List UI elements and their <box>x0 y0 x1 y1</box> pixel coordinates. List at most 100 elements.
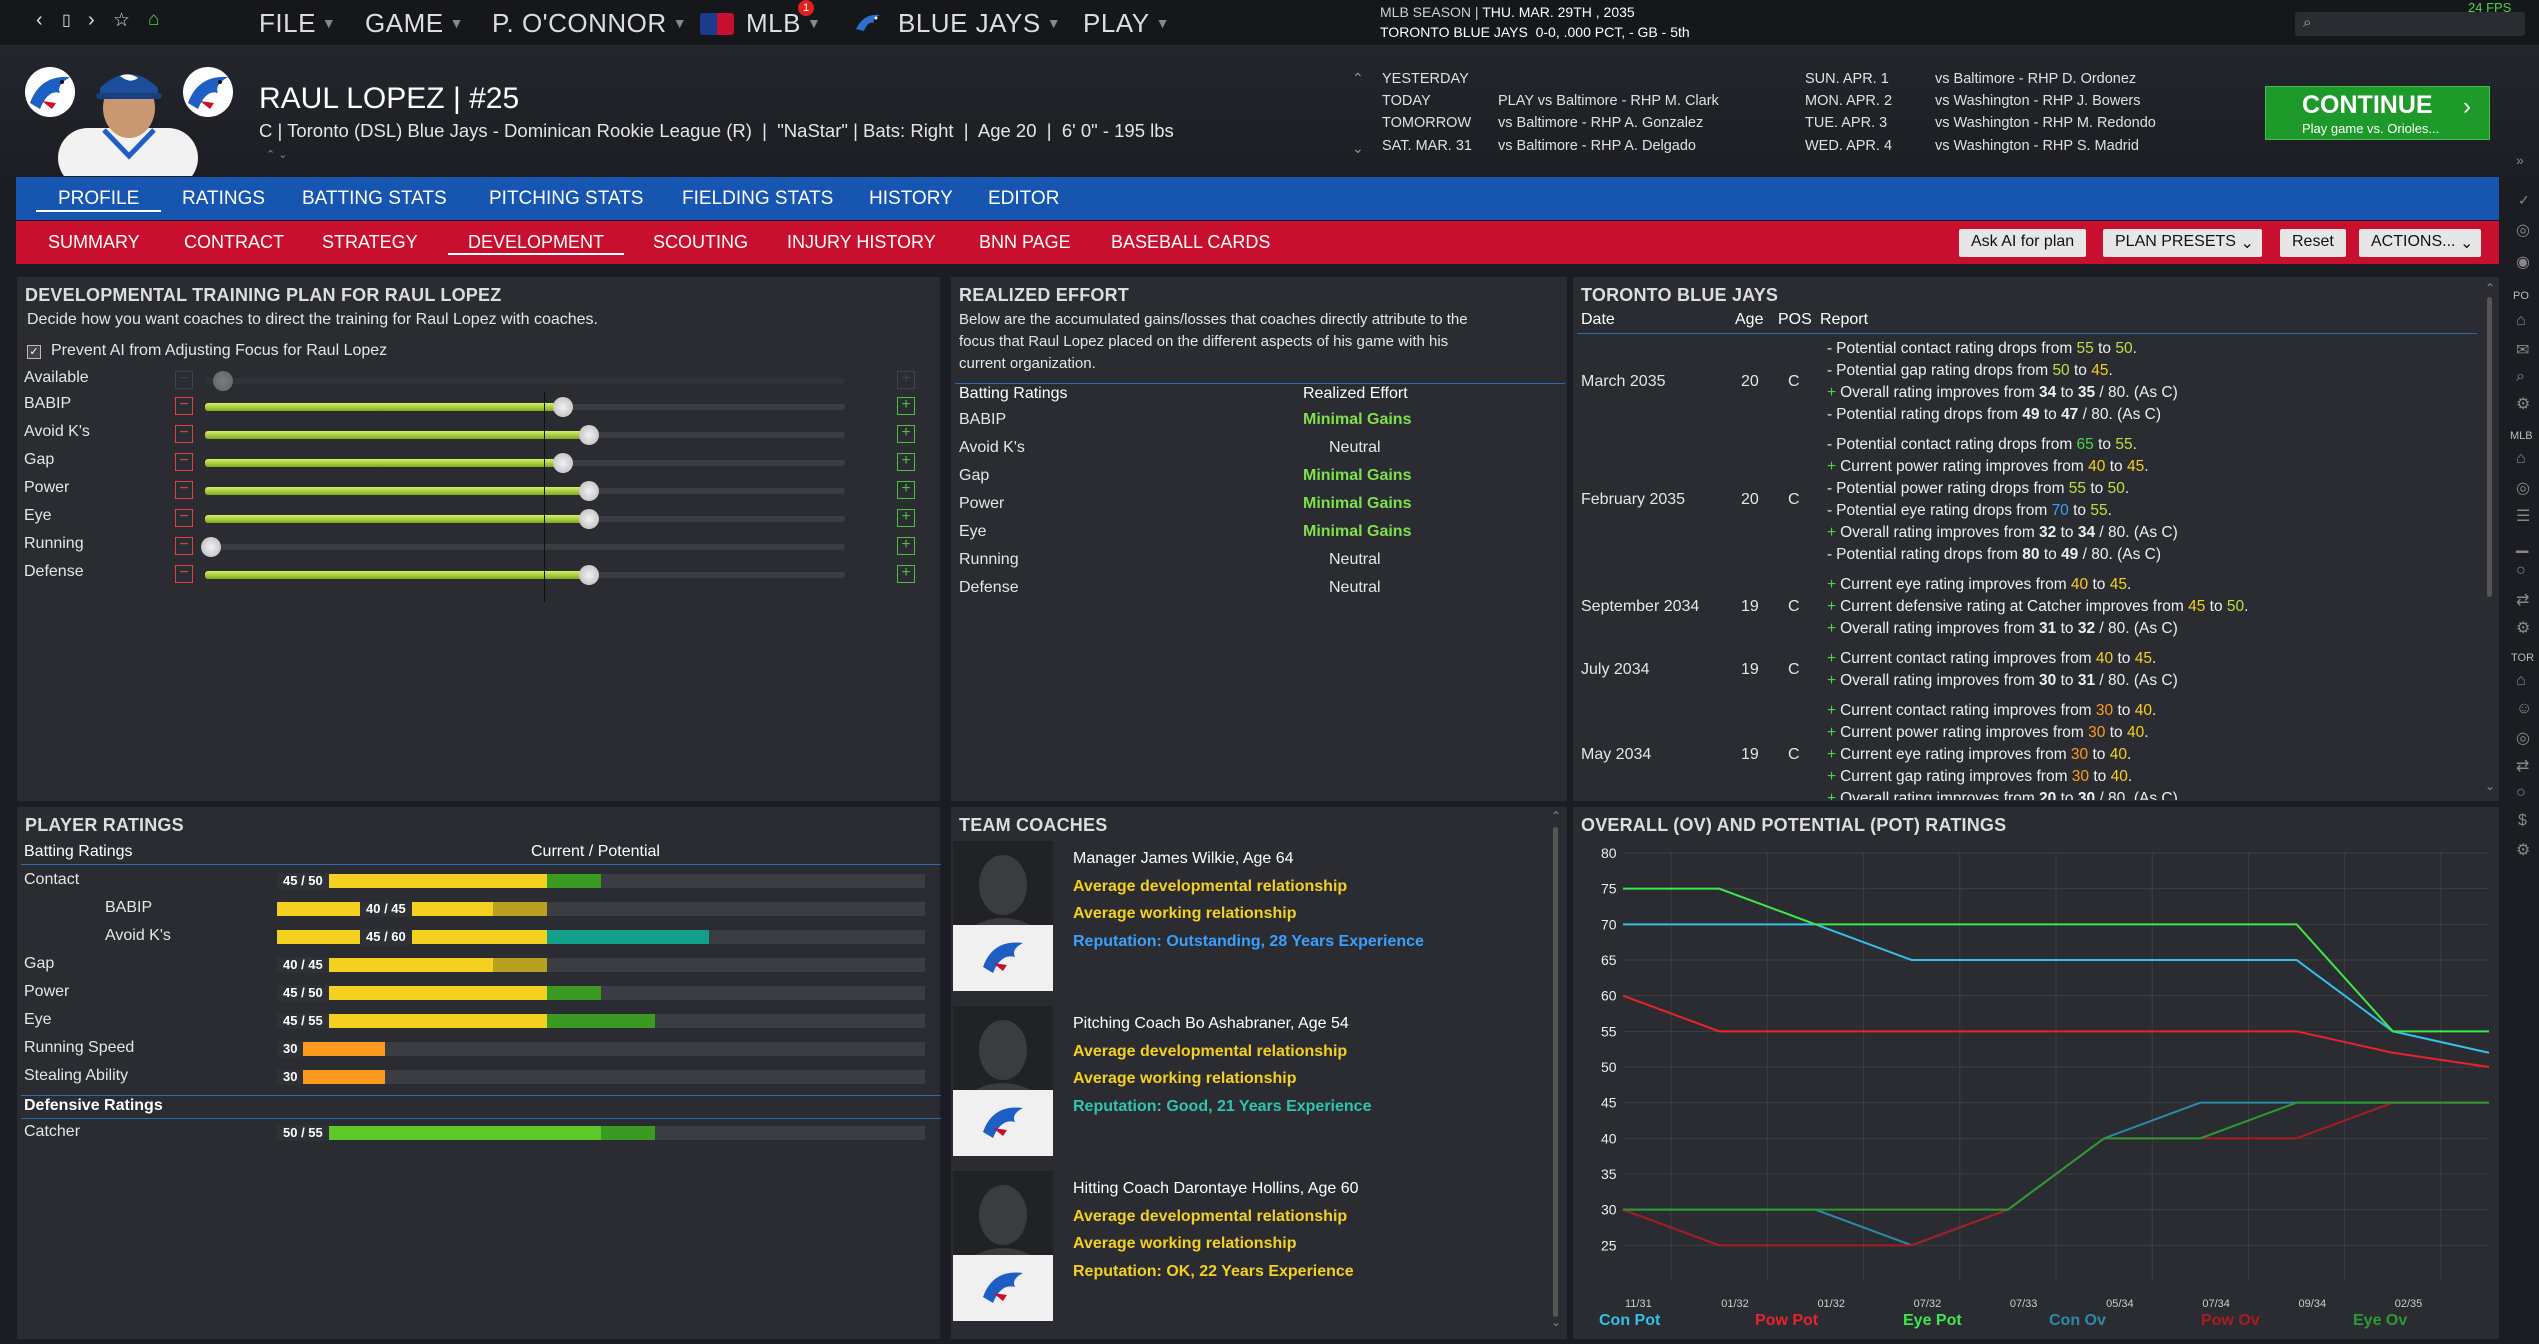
home-icon[interactable]: ⌂ <box>148 9 160 30</box>
tab-bnn-page[interactable]: BNN PAGE <box>979 232 1071 252</box>
scroll-up-icon[interactable]: ⌃ <box>2485 281 2496 295</box>
swap-icon[interactable]: ⇄ <box>2516 758 2530 775</box>
minus-icon[interactable]: − <box>175 565 193 583</box>
slider-track[interactable] <box>205 544 845 550</box>
gear-icon[interactable]: ⚙ <box>2516 620 2531 637</box>
prevent-ai-checkbox[interactable]: ✓ <box>27 345 41 359</box>
slider-knob[interactable] <box>579 565 599 585</box>
collapse-icon[interactable]: » <box>2516 152 2524 168</box>
chart-icon[interactable]: ▁ <box>2516 536 2529 553</box>
back-icon[interactable]: ‹ <box>36 9 43 31</box>
tab-history[interactable]: HISTORY <box>869 188 953 209</box>
star-icon[interactable]: ☆ <box>113 10 131 31</box>
tab-pitching-stats[interactable]: PITCHING STATS <box>489 188 644 209</box>
coach-reputation: Reputation: Good, 21 Years Experience <box>1073 1098 1372 1115</box>
minus-icon[interactable]: − <box>175 509 193 527</box>
tab-summary[interactable]: SUMMARY <box>48 232 140 252</box>
swap-icon[interactable]: ⇄ <box>2516 592 2530 609</box>
slider-knob[interactable] <box>579 509 599 529</box>
pin-icon[interactable]: ◉ <box>2516 254 2530 271</box>
target-icon[interactable]: ◎ <box>2516 480 2530 497</box>
menu-file[interactable]: FILE ▼ <box>259 8 337 38</box>
player-nav-arrows-icon[interactable]: ⌃ ⌄ <box>266 149 288 161</box>
tab-baseball-cards[interactable]: BASEBALL CARDS <box>1111 232 1271 252</box>
check-icon[interactable]: ✓ <box>2518 192 2530 208</box>
reset-button[interactable]: Reset <box>2280 229 2346 257</box>
gear-icon[interactable]: ⚙ <box>2516 842 2531 859</box>
dollar-icon[interactable]: $ <box>2518 812 2527 829</box>
schedule-game[interactable]: vs Baltimore - RHP A. Delgado <box>1498 138 1696 154</box>
tab-fielding-stats[interactable]: FIELDING STATS <box>682 188 834 209</box>
forward-icon[interactable]: › <box>88 9 95 31</box>
tab-development[interactable]: DEVELOPMENT <box>448 232 625 255</box>
schedule-game[interactable]: vs Washington - RHP M. Redondo <box>1935 115 2156 131</box>
continue-button[interactable]: CONTINUE › Play game vs. Orioles... <box>2265 86 2490 140</box>
scroll-down-icon[interactable]: ⌄ <box>2485 779 2496 793</box>
coach-dev-relationship: Average developmental relationship <box>1073 878 1348 895</box>
realized-effort-panel: REALIZED EFFORT Below are the accumulate… <box>950 276 1568 802</box>
menu-play[interactable]: PLAY ▼ <box>1083 8 1170 38</box>
plus-icon[interactable]: + <box>897 453 915 471</box>
plus-icon[interactable]: + <box>897 425 915 443</box>
baseball-icon[interactable]: ○ <box>2516 784 2526 801</box>
coaches-scrollbar[interactable] <box>1553 827 1558 1317</box>
minus-icon[interactable]: − <box>175 425 193 443</box>
menu-play-label: PLAY <box>1083 8 1150 38</box>
ask-ai-button[interactable]: Ask AI for plan <box>1959 229 2087 257</box>
actions-button[interactable]: ACTIONS... ⌄ <box>2359 229 2482 257</box>
schedule-up-icon[interactable]: ⌃ <box>1352 70 1364 86</box>
gear-icon[interactable]: ⚙ <box>2516 396 2531 413</box>
minus-icon[interactable]: − <box>175 453 193 471</box>
schedule-game[interactable]: vs Baltimore - RHP D. Ordonez <box>1935 71 2137 87</box>
menu-game[interactable]: GAME ▼ <box>365 8 464 38</box>
tab-injury-history[interactable]: INJURY HISTORY <box>787 232 936 252</box>
slider-knob[interactable] <box>579 425 599 445</box>
search-input[interactable]: ⌕ <box>2295 12 2525 36</box>
plus-icon[interactable]: + <box>897 509 915 527</box>
baseball-icon[interactable]: ○ <box>2516 562 2526 579</box>
plus-icon[interactable]: + <box>897 397 915 415</box>
search-icon[interactable]: ⌕ <box>2516 368 2525 385</box>
tab-batting-stats[interactable]: BATTING STATS <box>302 188 447 209</box>
target-icon[interactable]: ◎ <box>2516 730 2530 747</box>
tab-contract[interactable]: CONTRACT <box>184 232 284 252</box>
plan-presets-button[interactable]: PLAN PRESETS ⌄ <box>2103 229 2262 257</box>
minus-icon[interactable]: − <box>175 481 193 499</box>
schedule-game[interactable]: vs Washington - RHP J. Bowers <box>1935 93 2141 109</box>
schedule-down-icon[interactable]: ⌄ <box>1352 140 1364 156</box>
history-report-line: Current gap rating improves from 30 to 4… <box>1840 768 2133 785</box>
slider-knob[interactable] <box>579 481 599 501</box>
tab-ratings[interactable]: RATINGS <box>182 188 266 209</box>
minus-icon[interactable]: − <box>175 537 193 555</box>
schedule-game[interactable]: vs Washington - RHP S. Madrid <box>1935 138 2139 154</box>
home-icon[interactable]: ⌂ <box>2516 450 2526 467</box>
home-icon[interactable]: ⌂ <box>2516 312 2526 329</box>
list-icon[interactable]: ☰ <box>2516 508 2531 525</box>
slider-knob[interactable] <box>553 453 573 473</box>
menu-blue-jays[interactable]: BLUE JAYS ▼ <box>898 8 1062 38</box>
tab-profile[interactable]: PROFILE <box>36 188 162 212</box>
slider-knob[interactable] <box>201 537 221 557</box>
users-icon[interactable]: ☺ <box>2516 700 2533 717</box>
slider-knob[interactable] <box>553 397 573 417</box>
plus-icon[interactable]: + <box>897 565 915 583</box>
globe-icon[interactable]: ◎ <box>2516 222 2530 239</box>
scroll-down-icon[interactable]: ⌄ <box>1551 1315 1562 1329</box>
plus-icon[interactable]: + <box>897 481 915 499</box>
menu-manager[interactable]: P. O'CONNOR ▼ <box>492 8 688 38</box>
coach-silhouette <box>953 841 1053 991</box>
schedule-game[interactable]: PLAY vs Baltimore - RHP M. Clark <box>1498 93 1719 109</box>
plus-icon[interactable]: + <box>897 537 915 555</box>
minus-icon[interactable]: − <box>175 397 193 415</box>
tab-scouting[interactable]: SCOUTING <box>653 232 749 252</box>
window-icon[interactable]: ▯ <box>62 12 71 29</box>
tab-editor[interactable]: EDITOR <box>988 188 1060 209</box>
mail-icon[interactable]: ✉ <box>2516 342 2530 359</box>
history-scrollbar[interactable] <box>2487 297 2492 597</box>
tab-strategy[interactable]: STRATEGY <box>322 232 418 252</box>
scroll-up-icon[interactable]: ⌃ <box>1551 809 1562 823</box>
slider-track <box>205 378 845 384</box>
schedule-game[interactable]: vs Baltimore - RHP A. Gonzalez <box>1498 115 1704 131</box>
menu-mlb[interactable]: MLB ▼ <box>746 8 822 38</box>
home-icon[interactable]: ⌂ <box>2516 672 2526 689</box>
